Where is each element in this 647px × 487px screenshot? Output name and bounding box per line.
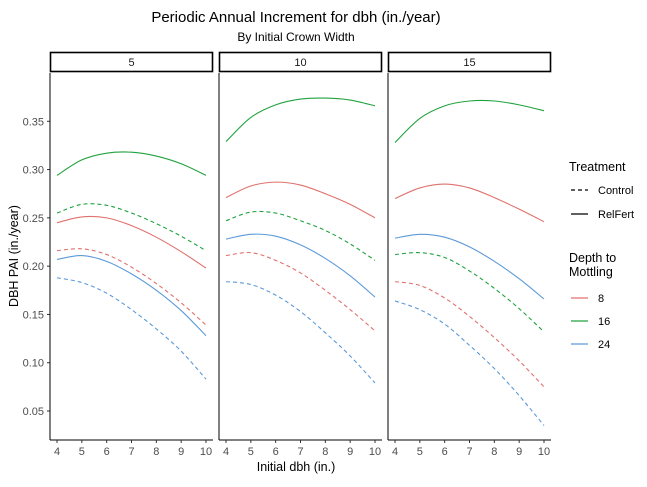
- series-line-depth-8-relfert: [225, 181, 376, 219]
- series-line-depth-16-relfert: [56, 151, 207, 176]
- legend-depth-title-line-2: Mottling: [569, 265, 613, 279]
- legend-label-control: Control: [598, 185, 633, 197]
- legend-treatment-title: Treatment: [569, 160, 626, 174]
- series-line-depth-8-relfert: [394, 183, 545, 223]
- y-tick-label: 0.20: [23, 261, 44, 273]
- facet-strip: [218, 51, 383, 73]
- x-tick-label: 5: [79, 446, 85, 458]
- legend-label-depth-24: 24: [598, 339, 610, 351]
- legend-label-relfert: RelFert: [598, 209, 634, 221]
- series-line-depth-24-control: [56, 277, 207, 380]
- series-line-depth-16-relfert: [225, 97, 376, 142]
- x-tick-label: 9: [516, 446, 522, 458]
- x-tick-label: 10: [200, 446, 212, 458]
- x-tick-label: 7: [128, 446, 134, 458]
- y-tick-label: 0.05: [23, 406, 44, 418]
- series-line-depth-16-control: [394, 252, 545, 333]
- facet-strip-label: 5: [128, 57, 134, 69]
- x-tick-label: 10: [369, 446, 381, 458]
- series-line-depth-8-control: [225, 251, 376, 332]
- chart-title: Periodic Annual Increment for dbh (in./y…: [151, 9, 440, 26]
- x-axis-title: Initial dbh (in.): [257, 460, 336, 474]
- x-tick-label: 7: [297, 446, 303, 458]
- y-tick-label: 0.25: [23, 213, 44, 225]
- legend-label-depth-8: 8: [598, 293, 604, 305]
- plot-layer: 0.05 0.10 0.15 0.20 0.25 0.30 0.35 5 4 5 6 7 8 9 10 10 4…: [23, 51, 552, 458]
- y-tick-label: 0.15: [23, 309, 44, 321]
- y-tick-label: 0.35: [23, 116, 44, 128]
- series-line-depth-16-relfert: [394, 99, 545, 143]
- series-line-depth-8-control: [56, 248, 207, 326]
- series-line-depth-24-relfert: [394, 233, 545, 300]
- series-line-depth-24-control: [394, 300, 545, 426]
- x-tick-label: 6: [273, 446, 279, 458]
- series-line-depth-8-relfert: [56, 215, 207, 269]
- x-tick-label: 4: [223, 446, 229, 458]
- x-tick-label: 6: [442, 446, 448, 458]
- series-line-depth-8-control: [394, 281, 545, 388]
- series-line-depth-24-relfert: [56, 254, 207, 337]
- x-tick-label: 9: [347, 446, 353, 458]
- legend-label-depth-16: 16: [598, 316, 610, 328]
- x-tick-label: 7: [466, 446, 472, 458]
- chart-subtitle: By Initial Crown Width: [237, 30, 354, 44]
- x-tick-label: 8: [322, 446, 328, 458]
- x-tick-label: 9: [178, 446, 184, 458]
- x-tick-label: 5: [248, 446, 254, 458]
- legend-layer: Control RelFert 8 16 24: [571, 185, 634, 351]
- y-axis-title: DBH PAI (in./year): [7, 205, 21, 307]
- series-line-depth-24-relfert: [225, 233, 376, 298]
- series-line-depth-16-control: [225, 210, 376, 261]
- x-tick-label: 5: [417, 446, 423, 458]
- x-tick-label: 4: [54, 446, 60, 458]
- facet-strip: [387, 51, 552, 73]
- x-tick-label: 8: [491, 446, 497, 458]
- facet-strip-label: 15: [463, 57, 475, 69]
- facet-strip-label: 10: [294, 57, 306, 69]
- facet-strip: [49, 51, 214, 73]
- y-tick-label: 0.30: [23, 165, 44, 177]
- y-tick-label: 0.10: [23, 358, 44, 370]
- x-tick-label: 10: [538, 446, 550, 458]
- series-line-depth-16-control: [56, 203, 207, 252]
- x-tick-label: 8: [153, 446, 159, 458]
- x-tick-label: 6: [104, 446, 110, 458]
- series-line-depth-24-control: [225, 281, 376, 384]
- legend-depth-title-line-1: Depth to: [569, 251, 616, 265]
- x-tick-label: 4: [392, 446, 398, 458]
